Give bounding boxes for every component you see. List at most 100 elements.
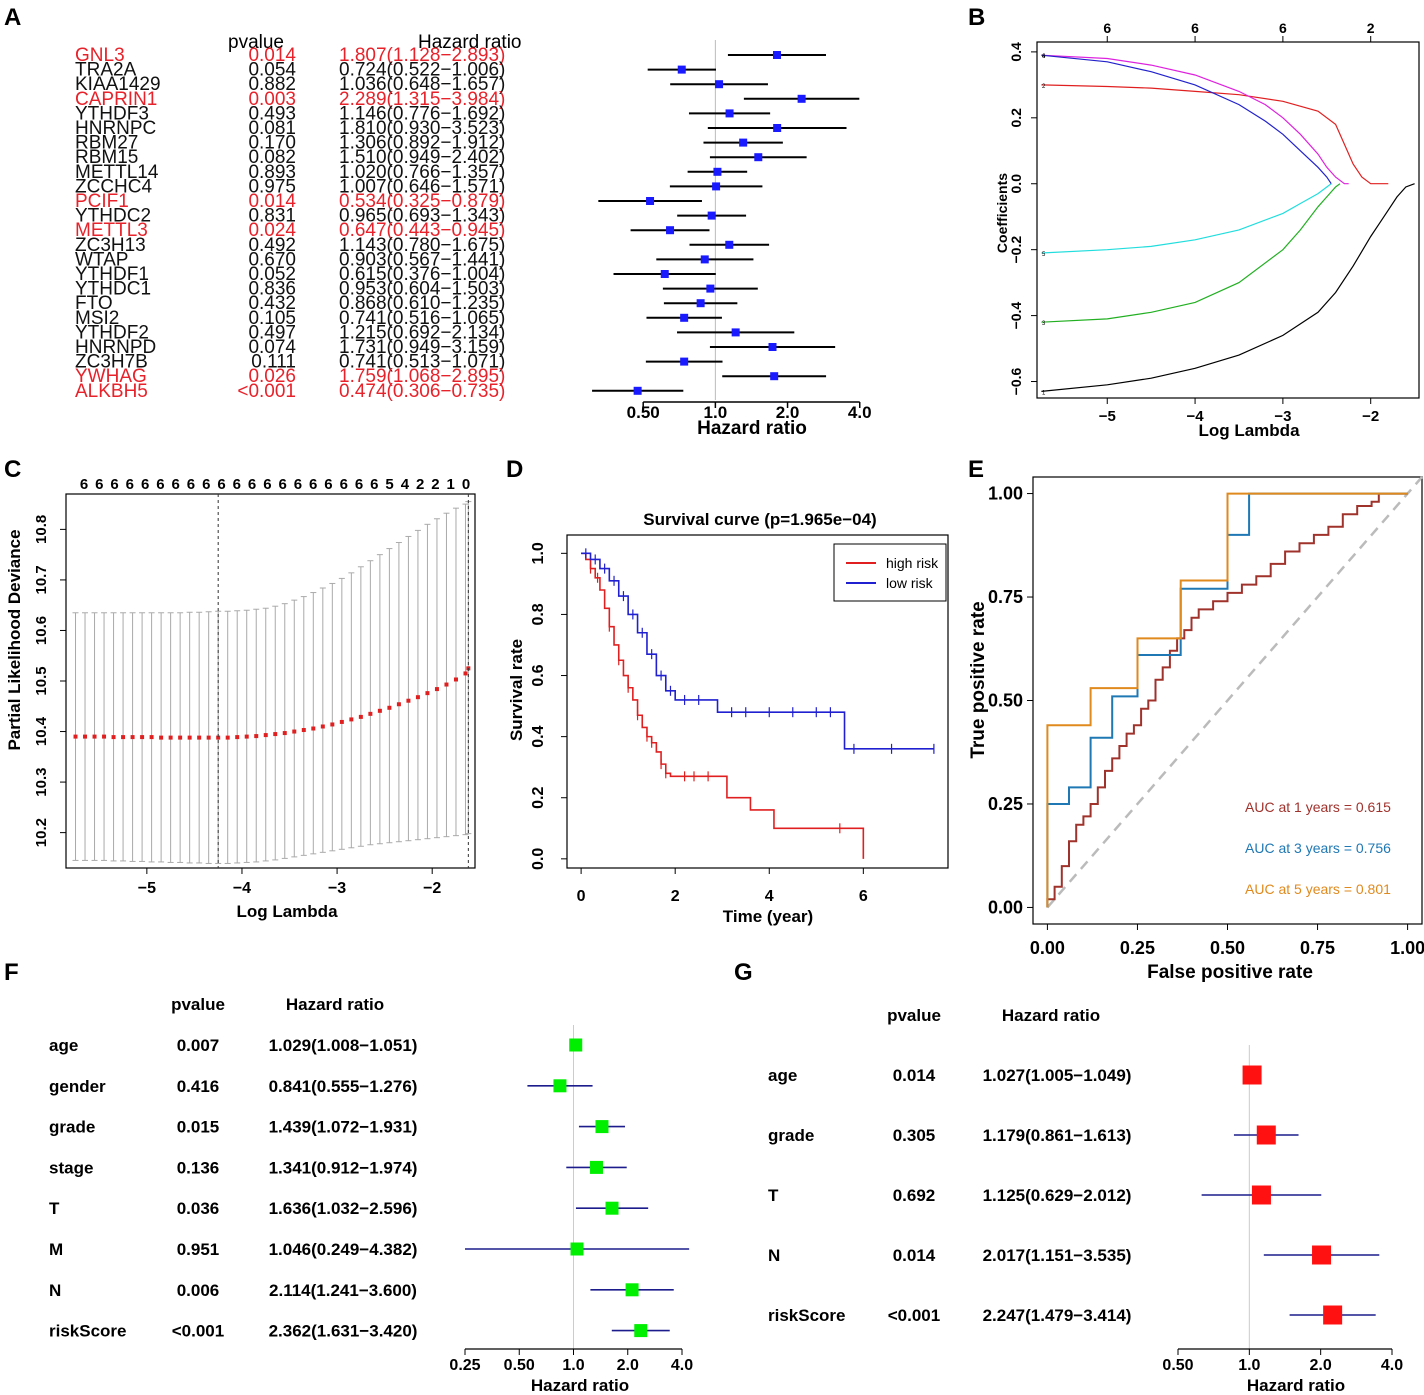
panel-c-top-label: 6 bbox=[172, 476, 180, 493]
panel-a-hr-box bbox=[754, 153, 763, 162]
panel-a-pvalue: 0.975 bbox=[248, 176, 296, 197]
panel-e-y-tick-label: 1.00 bbox=[988, 484, 1023, 504]
panelF-row-name: riskScore bbox=[49, 1322, 127, 1341]
panel-c-top-label: 6 bbox=[110, 476, 118, 493]
panelF-row-pvalue: 0.006 bbox=[177, 1281, 220, 1300]
panelG-hr-box bbox=[1323, 1305, 1343, 1325]
panel-e-auc-1: AUC at 1 years = 0.615 bbox=[1245, 799, 1391, 815]
panel-a-hr-box bbox=[772, 51, 781, 59]
panel-label-g: G bbox=[734, 959, 753, 986]
panel-c-mean-point bbox=[358, 714, 363, 719]
panel-b-ylabel: Coefficients bbox=[994, 173, 1010, 253]
panel-c-top-label: 6 bbox=[294, 476, 302, 493]
panel-b-coef-path bbox=[1041, 54, 1349, 185]
panel-a-hr-text: 1.020(0.766−1.357) bbox=[339, 162, 505, 183]
panel-c-mean-point bbox=[92, 734, 97, 739]
panel-d-ylabel: Survival rate bbox=[507, 639, 526, 741]
panel-b-series-label: 1 bbox=[1042, 390, 1046, 396]
panelF-hr-box bbox=[634, 1324, 648, 1338]
panelF-row-hr: 1.341(0.912−1.974) bbox=[269, 1158, 418, 1177]
panel-a-pvalue: 0.081 bbox=[248, 118, 296, 139]
panel-b-top-tick-label: 6 bbox=[1103, 20, 1111, 36]
panelG-row-name: N bbox=[768, 1246, 780, 1265]
panel-d-y-tick-label: 0.2 bbox=[530, 787, 547, 809]
panel-a-pvalue: 0.024 bbox=[248, 220, 296, 241]
panel-e-roc-curve bbox=[1046, 492, 1408, 908]
panel-g-hr-header: Hazard ratio bbox=[1002, 1006, 1100, 1025]
panel-e-x-tick-label: 0.00 bbox=[1030, 938, 1065, 958]
panel-a-pvalue: 0.003 bbox=[248, 89, 296, 110]
panel-a-hr-box bbox=[677, 65, 686, 74]
panel-a-hr-text: 1.510(0.949−2.402) bbox=[339, 147, 505, 168]
panelG-row-name: T bbox=[768, 1186, 779, 1205]
panelG-row-pvalue: <0.001 bbox=[888, 1306, 940, 1325]
panel-d-legend-box bbox=[833, 543, 947, 602]
panel-b-coef-path bbox=[1041, 183, 1341, 323]
panelF-x-tick-label: 0.50 bbox=[504, 1357, 535, 1374]
panel-a-hr-box bbox=[696, 299, 705, 308]
panel-d-survival: Survival curve (p=1.965e−04) Time (year)… bbox=[507, 510, 949, 926]
panel-c-x-tick-label: −3 bbox=[328, 880, 346, 897]
panel-a-pvalue: 0.493 bbox=[248, 103, 296, 124]
panelG-x-tick-label: 1.0 bbox=[1238, 1357, 1260, 1374]
panel-c-mean-point bbox=[178, 735, 183, 740]
panelF-hr-box bbox=[589, 1160, 603, 1174]
panel-b-series-label: 5 bbox=[1042, 252, 1046, 258]
panelF-x-tick-label: 4.0 bbox=[671, 1357, 693, 1374]
panel-b-plot-frame bbox=[1036, 41, 1420, 399]
panel-a-hr-text: 1.143(0.780−1.675) bbox=[339, 235, 505, 256]
panelG-x-tick-label: 2.0 bbox=[1310, 1357, 1332, 1374]
panel-label-b: B bbox=[968, 4, 985, 31]
panel-a-pvalue: 0.831 bbox=[248, 206, 296, 227]
panelF-row-hr: 1.029(1.008−1.051) bbox=[269, 1036, 418, 1055]
panelF-x-tick-label: 2.0 bbox=[617, 1357, 639, 1374]
panel-d-y-tick-label: 0.8 bbox=[530, 603, 547, 625]
panel-b-coef-path bbox=[1041, 84, 1389, 185]
panel-d-legend-low: low risk bbox=[886, 575, 934, 591]
panel-a-hr-box bbox=[707, 211, 716, 220]
panel-c-top-label: 1 bbox=[447, 476, 455, 493]
panel-c-mean-point bbox=[121, 735, 126, 740]
panel-a-gene-label: YTHDC1 bbox=[75, 279, 151, 300]
panel-a-pvalue: 0.014 bbox=[248, 191, 296, 212]
panelF-row-name: T bbox=[49, 1199, 60, 1218]
panel-f-hr-header: Hazard ratio bbox=[286, 995, 384, 1014]
panel-c-mean-point bbox=[159, 735, 164, 740]
panel-f-pvalue-header: pvalue bbox=[171, 995, 225, 1014]
panel-c-top-label: 0 bbox=[462, 476, 470, 493]
panel-b-series-label: 3 bbox=[1042, 321, 1046, 327]
panel-a-hr-text: 0.868(0.610−1.235) bbox=[339, 293, 505, 314]
panel-d-x-tick-label: 4 bbox=[765, 888, 774, 905]
panelF-hr-box bbox=[553, 1079, 567, 1093]
panel-a-hr-text: 1.036(0.648−1.657) bbox=[339, 74, 505, 95]
panel-a-hr-box bbox=[725, 109, 734, 118]
panel-c-y-tick-label: 10.6 bbox=[33, 616, 50, 645]
panel-label-d: D bbox=[506, 456, 523, 483]
panel-c-x-tick-label: −4 bbox=[233, 880, 251, 897]
panel-c-mean-point bbox=[130, 735, 135, 740]
panel-e-x-tick-label: 0.50 bbox=[1210, 938, 1245, 958]
panel-c-mean-point bbox=[254, 734, 259, 739]
panelG-row-hr: 1.027(1.005−1.049) bbox=[983, 1066, 1132, 1085]
panel-d-y-tick-label: 0.4 bbox=[530, 725, 547, 747]
panel-f-univariate-forest: pvalue Hazard ratio Hazard ratio age 0.00… bbox=[49, 995, 693, 1395]
panel-a-hr-text: 0.615(0.376−1.004) bbox=[339, 264, 505, 285]
panelF-row-hr: 1.046(0.249−4.382) bbox=[269, 1240, 418, 1259]
panel-a-gene-label: KIAA1429 bbox=[75, 74, 161, 95]
panel-e-x-tick-label: 0.75 bbox=[1300, 938, 1335, 958]
panel-c-mean-point bbox=[396, 702, 401, 707]
panelF-hr-box bbox=[605, 1201, 619, 1215]
panel-c-top-label: 6 bbox=[309, 476, 317, 493]
panel-b-x-tick-label: −3 bbox=[1274, 408, 1291, 425]
panel-a-hr-box bbox=[712, 182, 721, 191]
panel-a-hr-text: 1.731(0.949−3.159) bbox=[339, 337, 505, 358]
panel-c-mean-point bbox=[273, 732, 278, 737]
panel-a-hr-text: 0.903(0.567−1.441) bbox=[339, 249, 505, 270]
panel-c-mean-point bbox=[320, 724, 325, 729]
panel-a-gene-label: MSI2 bbox=[75, 308, 119, 329]
panel-c-mean-point bbox=[216, 735, 221, 740]
panel-label-a: A bbox=[4, 4, 21, 31]
panel-a-gene-label: WTAP bbox=[75, 249, 128, 270]
panel-a-hr-text: 1.759(1.068−2.895) bbox=[339, 366, 505, 387]
